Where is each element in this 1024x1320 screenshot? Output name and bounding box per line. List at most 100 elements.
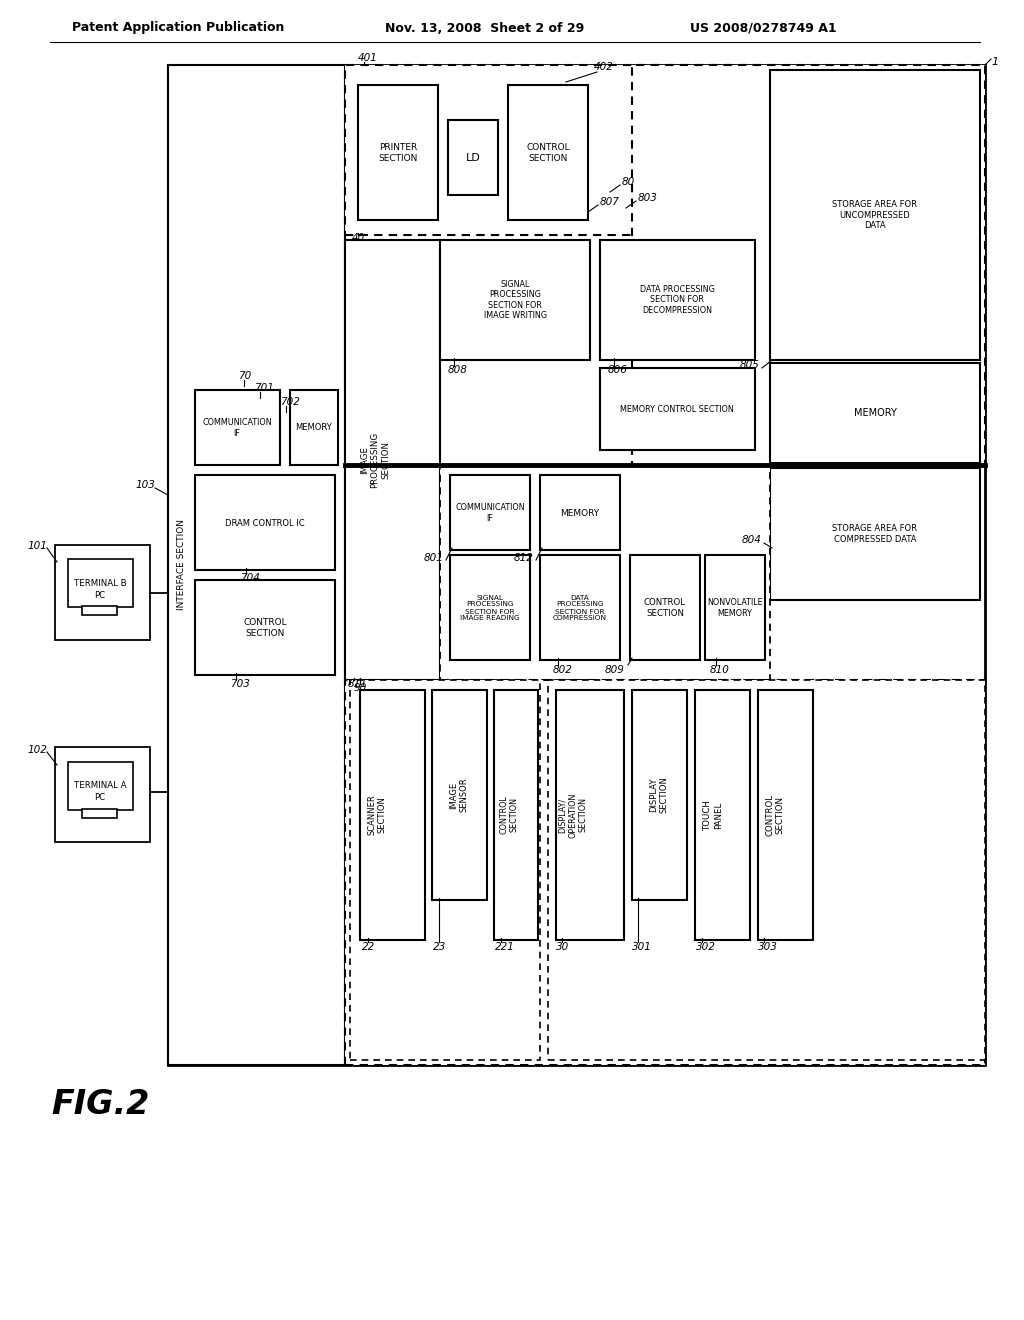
- Text: CONTROL
SECTION: CONTROL SECTION: [765, 795, 784, 836]
- Bar: [630, 554, 700, 660]
- Text: 301: 301: [632, 942, 652, 952]
- Bar: [548, 680, 985, 1060]
- Bar: [55, 545, 150, 640]
- Text: CONTROL
SECTION: CONTROL SECTION: [644, 598, 686, 618]
- Text: DATA
PROCESSING
SECTION FOR
COMPRESSION: DATA PROCESSING SECTION FOR COMPRESSION: [553, 594, 607, 622]
- Bar: [600, 368, 755, 450]
- Text: 811: 811: [348, 678, 368, 689]
- Text: 1: 1: [991, 57, 998, 67]
- Text: MEMORY CONTROL SECTION: MEMORY CONTROL SECTION: [621, 404, 734, 413]
- Bar: [168, 65, 345, 1065]
- Bar: [68, 762, 133, 810]
- Bar: [508, 84, 588, 220]
- Bar: [449, 120, 498, 195]
- Bar: [632, 65, 985, 465]
- Text: 70: 70: [238, 371, 251, 381]
- Bar: [770, 469, 980, 601]
- Text: INTERFACE SECTION: INTERFACE SECTION: [177, 520, 186, 610]
- Bar: [695, 690, 750, 940]
- Bar: [168, 65, 985, 1065]
- Text: 809: 809: [605, 665, 625, 675]
- Text: MEMORY: MEMORY: [854, 408, 896, 418]
- Text: 221: 221: [495, 942, 515, 952]
- Text: 704: 704: [240, 573, 260, 583]
- Text: IMAGE
SENSOR: IMAGE SENSOR: [450, 777, 469, 812]
- Bar: [290, 389, 338, 465]
- Bar: [440, 240, 590, 360]
- Text: 807: 807: [600, 197, 620, 207]
- Text: 401: 401: [358, 53, 378, 63]
- Text: 703: 703: [230, 678, 250, 689]
- Text: 701: 701: [254, 383, 273, 393]
- Text: COMMUNICATION
IF: COMMUNICATION IF: [202, 418, 271, 438]
- Text: TOUCH
PANEL: TOUCH PANEL: [703, 800, 723, 830]
- Text: 303: 303: [758, 942, 778, 952]
- Text: MEMORY: MEMORY: [560, 508, 600, 517]
- Text: DISPLAY/
OPERATION
SECTION: DISPLAY/ OPERATION SECTION: [558, 792, 588, 838]
- Text: FIG.2: FIG.2: [51, 1089, 150, 1122]
- Text: TERMINAL A: TERMINAL A: [74, 780, 126, 789]
- Bar: [540, 554, 620, 660]
- Text: 803: 803: [638, 193, 657, 203]
- Text: Patent Application Publication: Patent Application Publication: [72, 21, 285, 34]
- Text: 23: 23: [433, 942, 446, 952]
- Text: LD: LD: [466, 153, 480, 162]
- Bar: [345, 240, 440, 680]
- Text: NONVOLATILE
MEMORY: NONVOLATILE MEMORY: [708, 598, 763, 618]
- Text: 702: 702: [280, 397, 300, 407]
- Text: SIGNAL
PROCESSING
SECTION FOR
IMAGE WRITING: SIGNAL PROCESSING SECTION FOR IMAGE WRIT…: [483, 280, 547, 321]
- Bar: [358, 84, 438, 220]
- Bar: [705, 554, 765, 660]
- Text: 80: 80: [622, 177, 635, 187]
- Text: 30: 30: [556, 942, 569, 952]
- Text: STORAGE AREA FOR
UNCOMPRESSED
DATA: STORAGE AREA FOR UNCOMPRESSED DATA: [833, 201, 918, 230]
- Bar: [195, 475, 335, 570]
- Bar: [345, 680, 985, 1065]
- Text: 801: 801: [424, 553, 444, 564]
- Text: 40: 40: [352, 234, 366, 243]
- Bar: [82, 606, 117, 615]
- Text: SCANNER
SECTION: SCANNER SECTION: [368, 795, 387, 836]
- Text: 90: 90: [354, 682, 368, 693]
- Bar: [345, 65, 775, 235]
- Text: 804: 804: [742, 535, 762, 545]
- Text: 102: 102: [27, 744, 47, 755]
- Bar: [432, 690, 487, 900]
- Bar: [770, 363, 980, 463]
- Text: 802: 802: [553, 665, 572, 675]
- Bar: [450, 475, 530, 550]
- Text: 22: 22: [362, 942, 375, 952]
- Text: CONTROL
SECTION: CONTROL SECTION: [243, 618, 287, 638]
- Text: 402: 402: [594, 62, 613, 73]
- Text: PRINTER
SECTION: PRINTER SECTION: [378, 144, 418, 162]
- Text: 805: 805: [740, 360, 760, 370]
- Text: DISPLAY
SECTION: DISPLAY SECTION: [649, 776, 669, 813]
- Text: 812: 812: [514, 553, 534, 564]
- Text: TERMINAL B: TERMINAL B: [74, 578, 126, 587]
- Bar: [556, 690, 624, 940]
- Bar: [82, 809, 117, 818]
- Text: COMMUNICATION
IF: COMMUNICATION IF: [456, 503, 525, 523]
- Bar: [540, 475, 620, 550]
- Text: MEMORY: MEMORY: [296, 424, 333, 433]
- Text: Nov. 13, 2008  Sheet 2 of 29: Nov. 13, 2008 Sheet 2 of 29: [385, 21, 585, 34]
- Text: PC: PC: [94, 793, 105, 803]
- Bar: [195, 389, 280, 465]
- Text: 302: 302: [696, 942, 716, 952]
- Text: SIGNAL
PROCESSING
SECTION FOR
IMAGE READING: SIGNAL PROCESSING SECTION FOR IMAGE READ…: [460, 594, 520, 622]
- Bar: [55, 747, 150, 842]
- Text: DATA PROCESSING
SECTION FOR
DECOMPRESSION: DATA PROCESSING SECTION FOR DECOMPRESSIO…: [640, 285, 715, 315]
- Bar: [350, 680, 540, 1060]
- Text: DRAM CONTROL IC: DRAM CONTROL IC: [225, 519, 305, 528]
- Bar: [440, 465, 770, 680]
- Text: STORAGE AREA FOR
COMPRESSED DATA: STORAGE AREA FOR COMPRESSED DATA: [833, 524, 918, 544]
- Text: 808: 808: [449, 366, 468, 375]
- Bar: [758, 690, 813, 940]
- Text: PC: PC: [94, 591, 105, 601]
- Bar: [195, 579, 335, 675]
- Text: CONTROL
SECTION: CONTROL SECTION: [526, 144, 569, 162]
- Bar: [600, 240, 755, 360]
- Text: 810: 810: [710, 665, 730, 675]
- Text: IMAGE
PROCESSING
SECTION: IMAGE PROCESSING SECTION: [360, 432, 390, 488]
- Text: US 2008/0278749 A1: US 2008/0278749 A1: [690, 21, 837, 34]
